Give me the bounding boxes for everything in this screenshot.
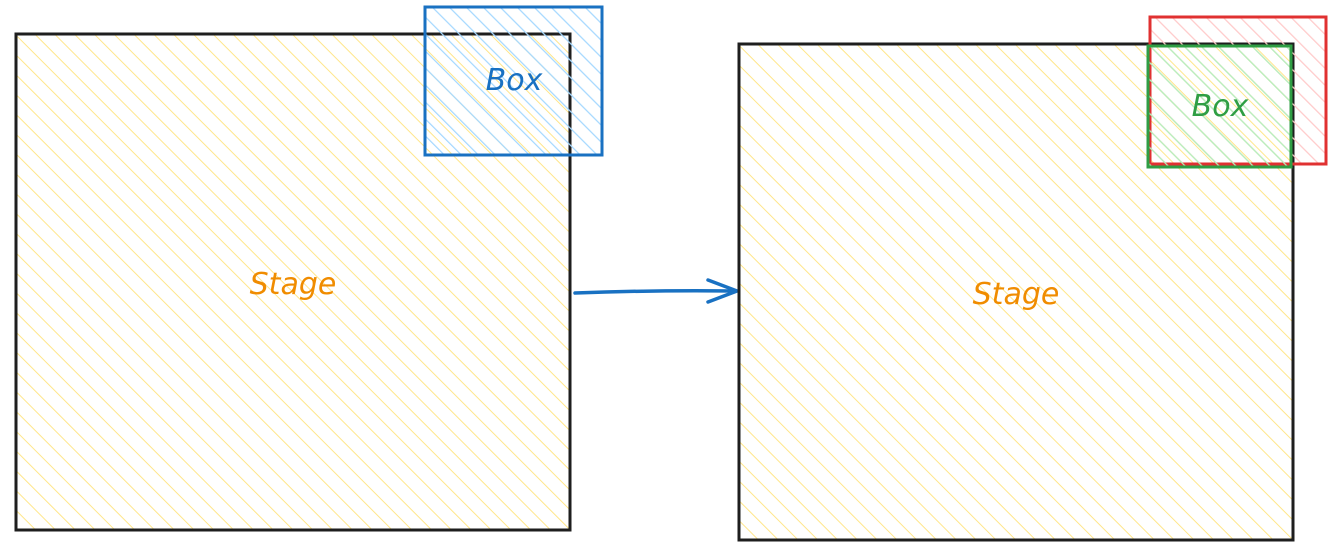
before-box (423, 5, 604, 157)
before-scene: Stage Box (14, 5, 604, 532)
before-box-label: Box (486, 63, 543, 98)
after-box-label: Box (1192, 89, 1249, 124)
after-scene: Stage Box (737, 15, 1328, 542)
after-box (1146, 44, 1293, 169)
arrow-head (706, 278, 739, 304)
after-stage-label: Stage (973, 277, 1060, 312)
arrow-shaft (573, 289, 738, 295)
transition-arrow (573, 278, 739, 304)
before-stage-label: Stage (250, 267, 337, 302)
